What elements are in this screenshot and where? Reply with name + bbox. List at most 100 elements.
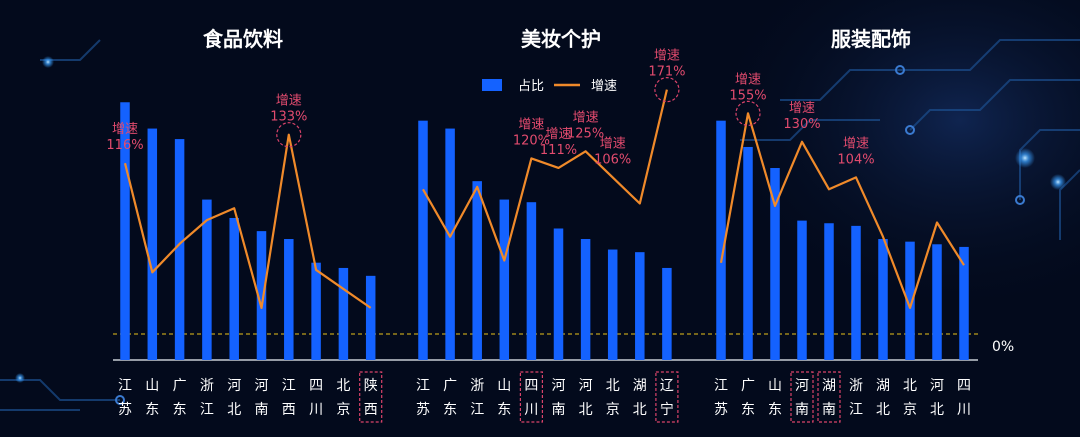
bar [851, 225, 861, 360]
x-tick-label: 东 [741, 402, 755, 418]
x-tick-label: 湖 [633, 378, 647, 394]
x-tick-label: 南 [795, 402, 809, 418]
chart-panel-3: 服装配饰江苏广东山东河南湖南浙江湖北北京河北四川增速155%增速130%增速10… [714, 27, 971, 423]
annotation-label: 增速 [518, 117, 544, 132]
x-tick-label: 山 [497, 378, 511, 394]
bar [797, 220, 807, 360]
x-tick-label: 河 [552, 378, 566, 394]
x-tick-label: 川 [957, 402, 971, 418]
annotation-label: 增速 [112, 122, 138, 137]
x-tick-label: 江 [118, 378, 132, 394]
x-tick-label: 南 [552, 402, 566, 418]
x-tick-label: 京 [336, 402, 350, 418]
bar [365, 275, 376, 360]
growth-line [422, 89, 668, 262]
bar [526, 202, 537, 360]
bar [284, 239, 294, 360]
x-tick-label: 北 [876, 402, 890, 418]
annotation-label: 增速 [843, 136, 869, 151]
bar [256, 231, 267, 360]
annotation-label: 增速 [789, 101, 815, 116]
legend: 占比 增速 [482, 79, 617, 94]
annotation-value: 116% [106, 138, 143, 153]
x-tick-label: 东 [768, 402, 782, 418]
annotation-label: 增速 [545, 127, 571, 142]
x-tick-label: 湖 [822, 378, 836, 394]
x-tick-label: 江 [849, 402, 863, 418]
growth-line [719, 112, 965, 310]
highlight-box [655, 371, 679, 423]
annotation-value: 111% [540, 143, 577, 158]
x-tick-label: 苏 [416, 402, 430, 418]
x-tick-label: 河 [227, 378, 241, 394]
x-tick-label: 河 [795, 378, 809, 394]
x-tick-label: 北 [930, 402, 944, 418]
growth-line [123, 133, 372, 310]
x-tick-label: 河 [930, 378, 944, 394]
annotation-value: 120% [513, 133, 550, 148]
bar [229, 217, 239, 360]
bar [580, 239, 591, 360]
annotation-value: 106% [594, 152, 631, 167]
x-tick-label: 北 [606, 378, 620, 394]
x-tick-label: 东 [443, 402, 457, 418]
annotation-value: 104% [837, 152, 874, 167]
chart-title: 服装配饰 [831, 27, 911, 51]
bar [905, 241, 915, 360]
bar [120, 102, 130, 360]
legend-bar-swatch [482, 79, 502, 91]
x-tick-label: 江 [714, 378, 728, 394]
bar [311, 262, 321, 360]
x-tick-label: 北 [336, 378, 350, 394]
x-tick-label: 江 [282, 378, 296, 394]
annotation-value: 130% [783, 117, 820, 132]
annotation-label: 增速 [654, 49, 680, 64]
bar [202, 199, 212, 360]
annotation-value: 125% [567, 126, 604, 141]
x-tick-label: 江 [416, 378, 430, 394]
bar [607, 249, 618, 360]
bar [472, 181, 482, 360]
x-tick-label: 广 [741, 378, 755, 394]
x-tick-label: 苏 [118, 402, 132, 418]
annotation-value: 171% [648, 65, 685, 80]
x-tick-label: 四 [957, 378, 971, 394]
highlight-box [359, 371, 383, 423]
x-tick-label: 浙 [849, 378, 863, 394]
x-tick-label: 东 [173, 402, 187, 418]
circuit-nodes [15, 56, 1066, 405]
highlight-box [790, 371, 814, 423]
x-tick-label: 四 [524, 378, 538, 394]
x-tick-label: 山 [145, 378, 159, 394]
bar [824, 223, 834, 360]
x-tick-label: 河 [255, 378, 269, 394]
x-tick-label: 辽 [660, 378, 674, 394]
x-tick-label: 西 [282, 402, 296, 418]
x-tick-label: 江 [200, 402, 214, 418]
x-tick-label: 东 [145, 402, 159, 418]
x-tick-label: 苏 [714, 402, 728, 418]
highlight-box [817, 371, 841, 423]
x-tick-label: 西 [364, 402, 378, 418]
annotation-label: 增速 [573, 110, 599, 125]
annotation-value: 133% [270, 110, 307, 125]
bar [635, 252, 645, 360]
x-tick-label: 北 [633, 402, 647, 418]
chart-panel-2: 美妆个护江苏广东浙江山东四川河南河北北京湖北辽宁增速120%增速111%增速12… [416, 27, 685, 423]
bar [959, 246, 969, 360]
bar [338, 267, 349, 360]
x-tick-label: 川 [309, 402, 323, 418]
x-tick-label: 广 [173, 378, 187, 394]
bar [499, 199, 510, 360]
highlight-circle [735, 100, 761, 126]
x-tick-label: 浙 [200, 378, 214, 394]
x-tick-label: 四 [309, 378, 323, 394]
x-tick-label: 陕 [364, 378, 378, 394]
highlight-circle [654, 77, 680, 103]
background-glow [700, 0, 1080, 320]
bar [418, 120, 428, 360]
x-tick-label: 山 [768, 378, 782, 394]
x-tick-label: 川 [524, 402, 538, 418]
